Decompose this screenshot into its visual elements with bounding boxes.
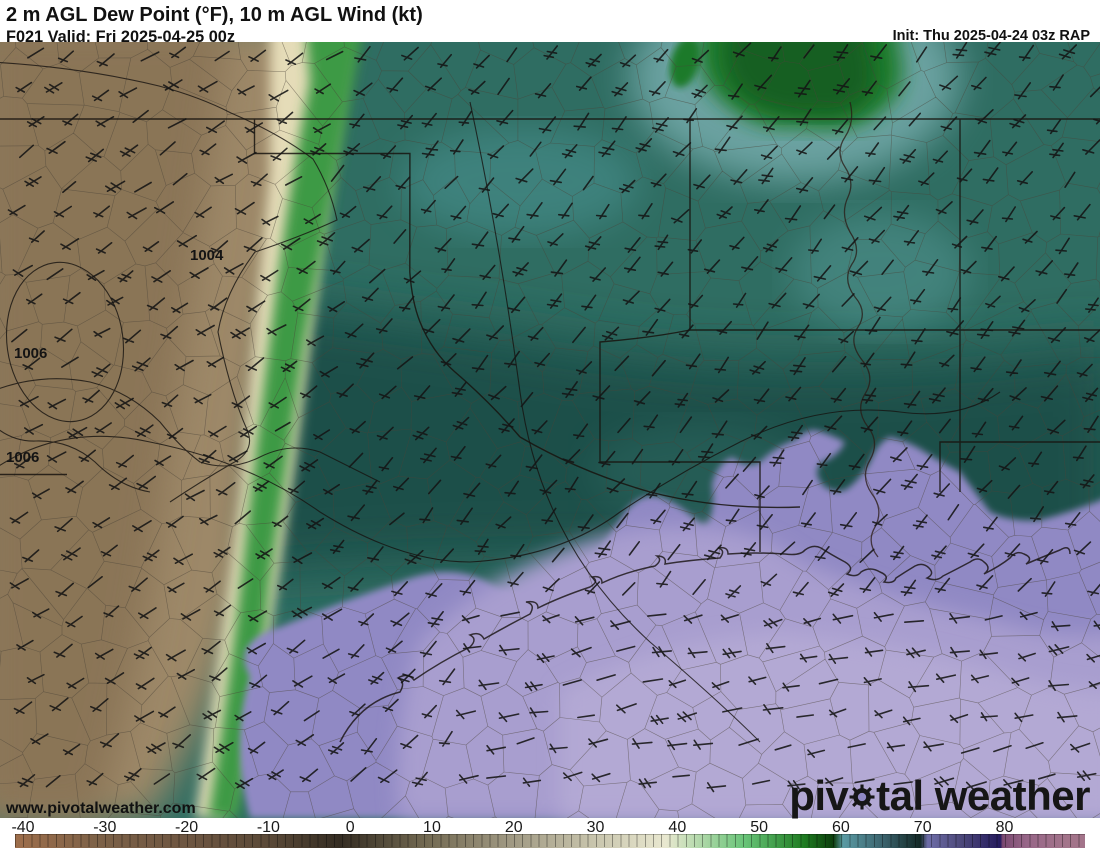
svg-text:1004: 1004 [190, 247, 224, 264]
svg-text:1006: 1006 [14, 345, 47, 362]
